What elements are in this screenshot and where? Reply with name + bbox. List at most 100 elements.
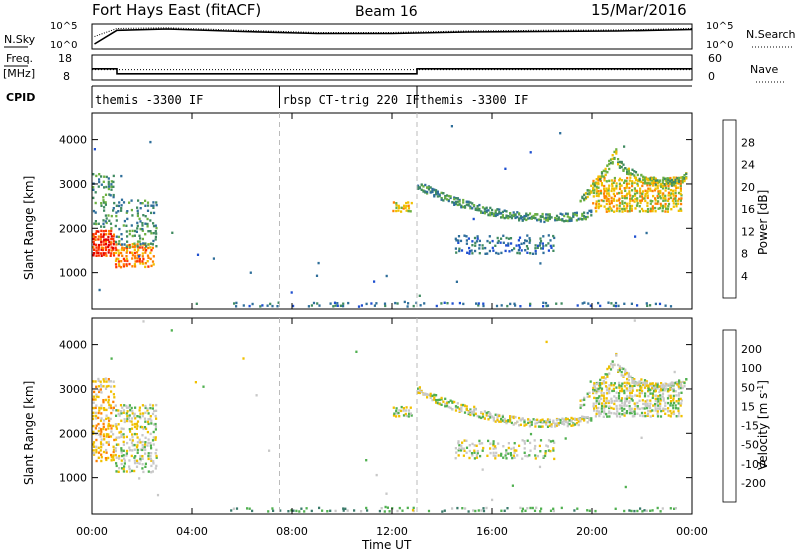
data-cell [451, 401, 454, 404]
data-cell [108, 193, 111, 196]
data-cell [610, 400, 613, 403]
data-cell [431, 398, 434, 402]
data-cell [92, 235, 95, 238]
data-cell [104, 220, 107, 223]
data-cell [139, 237, 142, 240]
data-cell [446, 302, 449, 305]
data-cell [155, 417, 158, 420]
data-cell [521, 457, 524, 460]
data-cell [248, 304, 251, 308]
data-cell [557, 216, 560, 219]
data-cell [489, 451, 492, 455]
data-cell [564, 219, 568, 222]
data-cell [405, 409, 408, 412]
data-cell [627, 172, 630, 176]
data-cell [481, 211, 485, 214]
data-cell [516, 215, 519, 219]
data-cell [422, 190, 425, 193]
data-cell [115, 414, 118, 417]
data-cell [409, 412, 412, 415]
data-cell [640, 173, 643, 177]
data-cell [613, 210, 616, 213]
data-cell [681, 386, 684, 390]
data-cell [117, 254, 120, 257]
data-cell [139, 220, 142, 223]
data-cell [455, 251, 458, 254]
data-cell [654, 399, 657, 402]
data-cell [618, 160, 621, 164]
data-cell [648, 405, 651, 408]
data-cell [138, 409, 141, 412]
data-cell [545, 444, 548, 447]
data-cell [385, 492, 388, 495]
data-cell [533, 447, 536, 450]
data-cell [615, 399, 618, 402]
data-cell [678, 385, 681, 388]
data-cell [598, 205, 601, 208]
data-cell [638, 395, 641, 398]
data-cell [469, 205, 472, 208]
data-cell [326, 510, 329, 513]
data-cell [149, 242, 153, 245]
data-cell [406, 305, 409, 308]
data-cell [489, 214, 492, 217]
data-cell [613, 363, 616, 366]
data-cell [119, 404, 123, 407]
data-cell [644, 209, 647, 213]
data-cell [107, 416, 110, 420]
data-cell [604, 373, 607, 376]
data-cell [108, 419, 111, 422]
data-cell [646, 402, 649, 405]
data-cell [612, 205, 615, 208]
data-cell [120, 427, 123, 430]
data-cell [627, 375, 630, 378]
data-cell [618, 177, 622, 180]
data-cell [566, 424, 569, 428]
data-cell [598, 400, 601, 403]
data-cell [660, 185, 663, 188]
data-cell [642, 175, 645, 178]
data-cell [603, 176, 606, 180]
data-cell [113, 385, 116, 388]
data-cell [92, 188, 95, 191]
data-cell [631, 168, 634, 171]
data-cell [617, 304, 620, 308]
data-cell [339, 304, 342, 307]
data-cell [279, 509, 282, 512]
data-cell [122, 449, 125, 452]
data-cell [104, 229, 108, 233]
data-cell [150, 464, 153, 468]
data-cell [107, 183, 110, 186]
data-cell [665, 207, 668, 210]
data-cell [455, 239, 458, 242]
data-cell [667, 187, 670, 190]
data-cell [652, 194, 655, 198]
data-cell [656, 181, 659, 184]
data-cell [95, 393, 98, 396]
data-cell [105, 380, 108, 383]
data-cell [494, 209, 497, 212]
data-cell [520, 249, 523, 252]
data-cell [633, 181, 636, 184]
data-cell [495, 451, 498, 455]
data-cell [440, 398, 443, 401]
data-cell [128, 229, 131, 233]
data-cell [530, 217, 533, 220]
data-cell [616, 207, 619, 210]
data-cell [303, 510, 306, 513]
data-cell [144, 411, 147, 414]
data-cell [643, 509, 646, 512]
data-cell [404, 206, 407, 209]
data-cell [629, 207, 632, 210]
data-cell [102, 422, 105, 426]
data-cell [110, 241, 113, 244]
data-cell [136, 260, 139, 263]
data-cell [458, 247, 461, 250]
data-cell [540, 507, 543, 510]
data-cell [460, 406, 463, 409]
data-cell [533, 509, 537, 512]
data-cell [100, 404, 103, 407]
data-cell [122, 263, 125, 266]
data-cell [105, 448, 108, 452]
data-cell [100, 248, 103, 251]
